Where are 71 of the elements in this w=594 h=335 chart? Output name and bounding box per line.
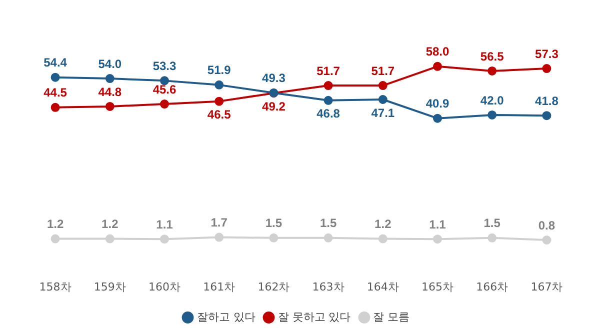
- point: [488, 110, 497, 120]
- point: [214, 232, 224, 242]
- point: [433, 62, 442, 71]
- point: [105, 234, 114, 244]
- data-label: 58.0: [426, 44, 450, 59]
- x-tick-label: 158차: [39, 280, 72, 294]
- data-label: 46.8: [316, 106, 340, 121]
- point: [542, 64, 552, 74]
- point: [214, 80, 224, 90]
- point: [324, 81, 333, 90]
- data-label: 56.5: [480, 49, 504, 64]
- data-label: 46.5: [207, 108, 232, 122]
- data-label: 1.7: [210, 216, 228, 230]
- point: [105, 74, 114, 84]
- x-tick-label: 164차: [366, 280, 399, 294]
- data-label: 1.2: [46, 217, 64, 232]
- data-label: 1.5: [320, 216, 337, 230]
- legend-label: 잘 못하고 있다: [278, 310, 351, 324]
- data-label: 45.6: [152, 82, 176, 96]
- data-label: 51.9: [207, 63, 232, 78]
- data-label: 49.3: [262, 71, 286, 86]
- point: [378, 81, 388, 90]
- point: [160, 100, 169, 109]
- data-label: 51.7: [371, 64, 395, 78]
- point: [105, 102, 114, 111]
- point: [324, 96, 333, 105]
- legend-label: 잘 모름: [373, 310, 410, 324]
- data-label: 1.5: [265, 216, 282, 230]
- point: [488, 233, 497, 242]
- x-tick-label: 165차: [422, 280, 454, 294]
- point: [50, 72, 60, 82]
- data-label: 1.1: [156, 217, 174, 232]
- data-label: 47.1: [371, 106, 395, 120]
- point: [378, 95, 388, 104]
- data-label: 1.5: [484, 216, 501, 230]
- point: [542, 111, 552, 120]
- x-tick-label: 160차: [148, 280, 180, 294]
- data-label: 1.2: [374, 217, 392, 232]
- point: [269, 233, 278, 242]
- data-label: 51.7: [316, 64, 340, 78]
- x-tick-label: 162차: [258, 280, 290, 294]
- point: [50, 102, 60, 112]
- data-label: 1.1: [429, 217, 446, 232]
- data-label: 44.8: [98, 84, 122, 99]
- data-label: 1.2: [102, 217, 119, 232]
- data-label: 44.5: [44, 86, 68, 100]
- data-label: 53.3: [152, 58, 176, 73]
- data-label: 49.2: [262, 99, 286, 114]
- x-tick-label: 161차: [203, 280, 236, 294]
- data-label: 57.3: [535, 46, 559, 61]
- x-tick-label: 163차: [312, 280, 344, 294]
- x-tick-label: 167차: [530, 280, 563, 294]
- point: [50, 234, 60, 244]
- point: [324, 233, 333, 242]
- point: [378, 234, 388, 244]
- point: [160, 234, 169, 244]
- data-label: 0.8: [538, 218, 556, 232]
- data-label: 54.4: [44, 56, 68, 70]
- data-label: 41.8: [535, 94, 559, 108]
- data-label: 42.0: [480, 93, 504, 108]
- data-label: 40.9: [426, 96, 450, 111]
- legend-label: 잘하고 있다: [196, 310, 256, 324]
- point: [160, 76, 169, 86]
- x-tick-label: 159차: [94, 280, 126, 294]
- data-label: 54.0: [98, 56, 122, 71]
- point: [214, 96, 224, 106]
- point: [488, 66, 497, 76]
- x-tick-label: 166차: [476, 280, 508, 294]
- point: [433, 114, 442, 123]
- point: [433, 234, 442, 244]
- point: [542, 236, 552, 245]
